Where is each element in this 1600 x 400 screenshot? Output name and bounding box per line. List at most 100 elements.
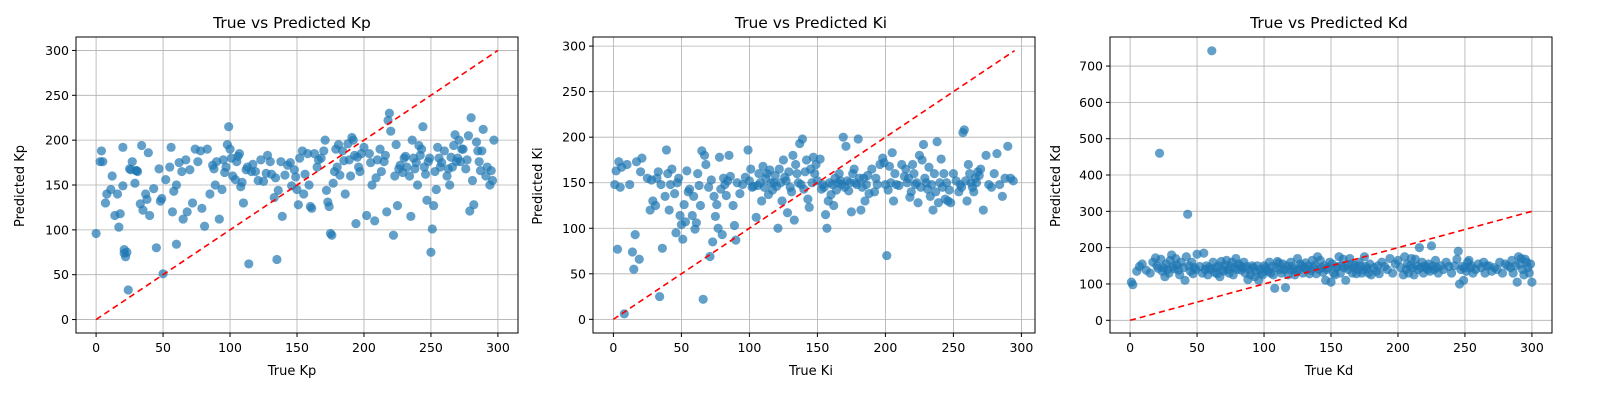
data-point (91, 228, 101, 239)
data-point (1497, 268, 1508, 278)
data-point (797, 134, 808, 144)
data-point (118, 181, 128, 191)
data-point (682, 166, 692, 176)
data-point (1446, 268, 1457, 278)
data-point (664, 205, 674, 215)
data-point (799, 184, 809, 194)
data-point (355, 166, 365, 177)
data-point (234, 149, 245, 159)
data-point (882, 250, 892, 261)
data-point (265, 157, 275, 167)
plot-frame (592, 36, 1036, 334)
data-point (653, 167, 663, 177)
data-point (838, 132, 848, 142)
data-point (299, 189, 309, 199)
grid (1110, 37, 1552, 333)
data-point (694, 180, 704, 191)
data-point (340, 189, 350, 199)
data-point (225, 144, 235, 154)
data-point (304, 180, 314, 190)
data-point (489, 135, 499, 145)
data-point (1008, 176, 1018, 186)
data-point (913, 198, 923, 208)
data-point (1459, 275, 1469, 285)
data-point (142, 194, 152, 204)
data-point (1527, 277, 1537, 287)
data-point (416, 144, 427, 154)
data-point (789, 215, 799, 225)
data-point (210, 180, 220, 190)
x-tick-label: 200 (1386, 340, 1410, 355)
data-point (458, 144, 468, 154)
data-point (869, 187, 880, 197)
data-point (238, 198, 249, 208)
data-point (367, 180, 377, 190)
data-point (959, 125, 969, 135)
data-point (661, 145, 672, 155)
data-point (467, 175, 478, 186)
data-point (407, 135, 417, 145)
data-point (107, 171, 117, 181)
y-tick-label: 50 (570, 266, 586, 281)
data-point (151, 243, 161, 253)
data-point (478, 124, 488, 134)
data-point (860, 196, 870, 206)
data-point (182, 207, 192, 217)
y-tick-label: 300 (45, 43, 69, 58)
data-point (166, 142, 176, 152)
data-point (695, 200, 706, 211)
data-point (1128, 280, 1138, 290)
y-axis-label: Predicted Ki (531, 147, 546, 224)
data-point (924, 162, 934, 172)
data-point (1374, 269, 1384, 279)
data-point (114, 222, 124, 232)
data-point (619, 309, 629, 319)
data-point (307, 203, 317, 213)
data-point (1180, 275, 1190, 285)
data-point (137, 140, 147, 151)
y-tick-label: 0 (578, 312, 586, 327)
data-point (670, 189, 680, 199)
plot-frame (75, 36, 519, 334)
data-point (292, 184, 302, 195)
data-point (978, 205, 988, 215)
data-point (637, 153, 647, 163)
data-point (788, 150, 798, 160)
data-point (774, 164, 784, 174)
data-point (630, 230, 640, 240)
data-point (995, 179, 1005, 190)
data-point (209, 164, 219, 174)
data-point (942, 178, 952, 188)
y-tick-label: 100 (45, 222, 69, 237)
data-point (629, 264, 639, 274)
scatter-points (610, 125, 1018, 319)
data-point (782, 208, 793, 218)
y-tick-label: 100 (1079, 276, 1103, 291)
panel-kp: True vs Predicted Kp True Kp Predicted K… (13, 14, 519, 379)
data-point (867, 164, 877, 174)
data-point (933, 198, 944, 208)
data-point (270, 173, 281, 183)
data-point (1453, 246, 1463, 256)
y-tick-label: 250 (45, 88, 69, 103)
data-point (667, 164, 677, 174)
data-point (362, 210, 372, 221)
data-point (1326, 277, 1336, 287)
data-point (454, 135, 464, 145)
data-point (846, 207, 857, 217)
data-point (717, 230, 727, 240)
data-point (161, 175, 171, 185)
panel-ki: True vs Predicted Ki True Ki Predicted K… (531, 14, 1036, 379)
scatter-points (1126, 46, 1537, 293)
x-tick-label: 0 (609, 340, 617, 355)
data-point (684, 184, 695, 194)
data-point (351, 218, 361, 229)
y-axis-label: Predicted Kp (13, 145, 28, 227)
data-point (221, 162, 231, 172)
data-point (442, 171, 452, 181)
data-point (388, 230, 399, 240)
data-point (710, 211, 721, 222)
data-point (1452, 254, 1462, 264)
x-tick-label: 150 (285, 340, 309, 355)
data-point (376, 166, 386, 177)
